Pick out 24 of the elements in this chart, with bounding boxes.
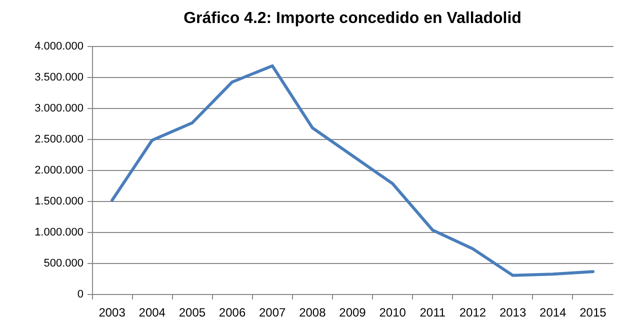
x-tick-label: 2015	[580, 306, 607, 320]
x-tick-label: 2009	[339, 306, 366, 320]
x-tick-label: 2004	[138, 306, 166, 320]
y-tick-label: 3.500.000	[34, 72, 84, 84]
chart-title: Gráfico 4.2: Importe concedido en Valladolid	[184, 10, 522, 27]
line-series	[110, 64, 594, 277]
x-tick-label: 2014	[540, 306, 567, 320]
y-tick-label: 0	[77, 288, 84, 300]
y-tick-label: 500.000	[44, 258, 84, 270]
x-tick-label: 2010	[379, 306, 406, 320]
x-tick-label: 2007	[258, 306, 286, 320]
y-tick-label: 1.000.000	[34, 226, 84, 238]
y-tick-label: 2.000.000	[34, 164, 84, 176]
x-tick-label: 2005	[178, 306, 206, 320]
x-tick-label: 2011	[420, 306, 446, 320]
y-tick-label: 1.500.000	[34, 196, 84, 208]
y-tick-label: 2.500.000	[34, 134, 84, 146]
y-tick-label: 3.000.000	[34, 102, 84, 114]
x-tick-label: 2008	[299, 306, 326, 320]
x-tick-label: 2003	[98, 306, 126, 320]
x-tick-label: 2012	[459, 306, 486, 320]
y-tick-label: 4.000.000	[34, 40, 84, 52]
x-tick-label: 2013	[499, 306, 526, 320]
x-tick-label: 2006	[218, 306, 246, 320]
